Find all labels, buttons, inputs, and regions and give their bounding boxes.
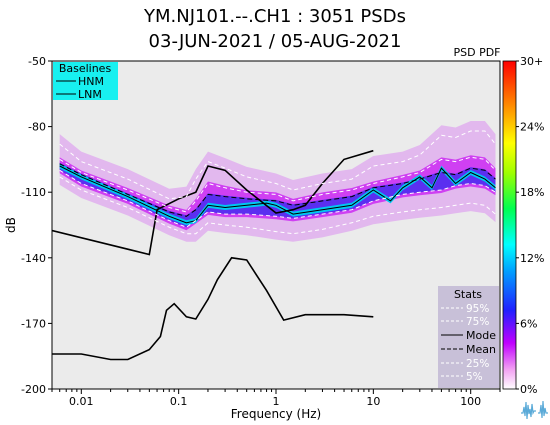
chart-title-line2: 03-JUN-2021 / 05-AUG-2021 bbox=[148, 31, 402, 52]
stat-curves bbox=[59, 130, 496, 235]
y-axis-label: dB bbox=[4, 217, 18, 233]
colorbar-tick-label: 30+ bbox=[520, 55, 543, 68]
colorbar-ticks: 30+ 24% 18% 12% 6% 0% bbox=[516, 55, 544, 396]
x-axis-label: Frequency (Hz) bbox=[231, 407, 322, 421]
x-tick-label: 0.1 bbox=[170, 395, 188, 408]
x-tick-label: 100 bbox=[460, 395, 481, 408]
colorbar-title: PSD PDF bbox=[453, 46, 500, 59]
x-tick-label: 1 bbox=[273, 395, 280, 408]
stat-line-mode bbox=[59, 165, 496, 224]
colorbar bbox=[502, 60, 517, 390]
mode-legend-label: Mode bbox=[466, 329, 496, 342]
stats-legend-title: Stats bbox=[454, 288, 482, 301]
chart-title-line1: YM.NJ101.--.CH1 : 3051 PSDs bbox=[144, 6, 406, 27]
colorbar-tick-label: 24% bbox=[520, 121, 544, 134]
y-tick-label: -110 bbox=[21, 186, 46, 199]
p5-legend-label: 5% bbox=[466, 371, 483, 383]
stats-legend-bg bbox=[438, 286, 499, 388]
stats-legend: Stats 95% 75% Mode Mean 25% 5% bbox=[438, 286, 499, 388]
stat-line-5pct bbox=[59, 176, 496, 235]
lnm-baseline-line bbox=[52, 256, 374, 361]
stat-line-95pct bbox=[59, 130, 496, 200]
mean-legend-label: Mean bbox=[466, 343, 496, 356]
stat-line-75pct bbox=[59, 156, 496, 213]
colorbar-tick-label: 0% bbox=[520, 383, 537, 396]
stat-line-25pct bbox=[59, 169, 496, 228]
colorbar-tick-label: 12% bbox=[520, 252, 544, 265]
y-axis: -50 -80 -110 -140 -170 -200 bbox=[21, 55, 52, 396]
x-tick-label: 0.01 bbox=[69, 395, 94, 408]
p95-legend-label: 95% bbox=[466, 303, 489, 315]
baselines-legend: Baselines HNM LNM bbox=[53, 62, 118, 101]
hnm-legend-label: HNM bbox=[78, 75, 104, 88]
p25-legend-label: 25% bbox=[466, 358, 489, 370]
colorbar-tick-label: 6% bbox=[520, 317, 537, 330]
waveform-logo-icon bbox=[521, 400, 548, 420]
hnm-baseline-line bbox=[52, 149, 374, 256]
y-tick-label: -140 bbox=[21, 252, 46, 265]
y-tick-label: -200 bbox=[21, 383, 46, 396]
baseline-curves bbox=[52, 149, 374, 361]
p75-legend-label: 75% bbox=[466, 316, 489, 328]
density-band-inner bbox=[59, 162, 496, 228]
colorbar-tick-label: 18% bbox=[520, 186, 544, 199]
lnm-legend-label: LNM bbox=[78, 88, 102, 101]
y-tick-label: -170 bbox=[21, 317, 46, 330]
x-tick-label: 10 bbox=[366, 395, 380, 408]
baselines-legend-title: Baselines bbox=[59, 62, 112, 75]
y-tick-label: -50 bbox=[28, 55, 46, 68]
x-axis: 0.01 0.1 1 10 100 bbox=[51, 389, 501, 408]
y-tick-label: -80 bbox=[28, 121, 46, 134]
psd-density bbox=[59, 121, 496, 242]
stat-line-mean bbox=[59, 163, 496, 217]
